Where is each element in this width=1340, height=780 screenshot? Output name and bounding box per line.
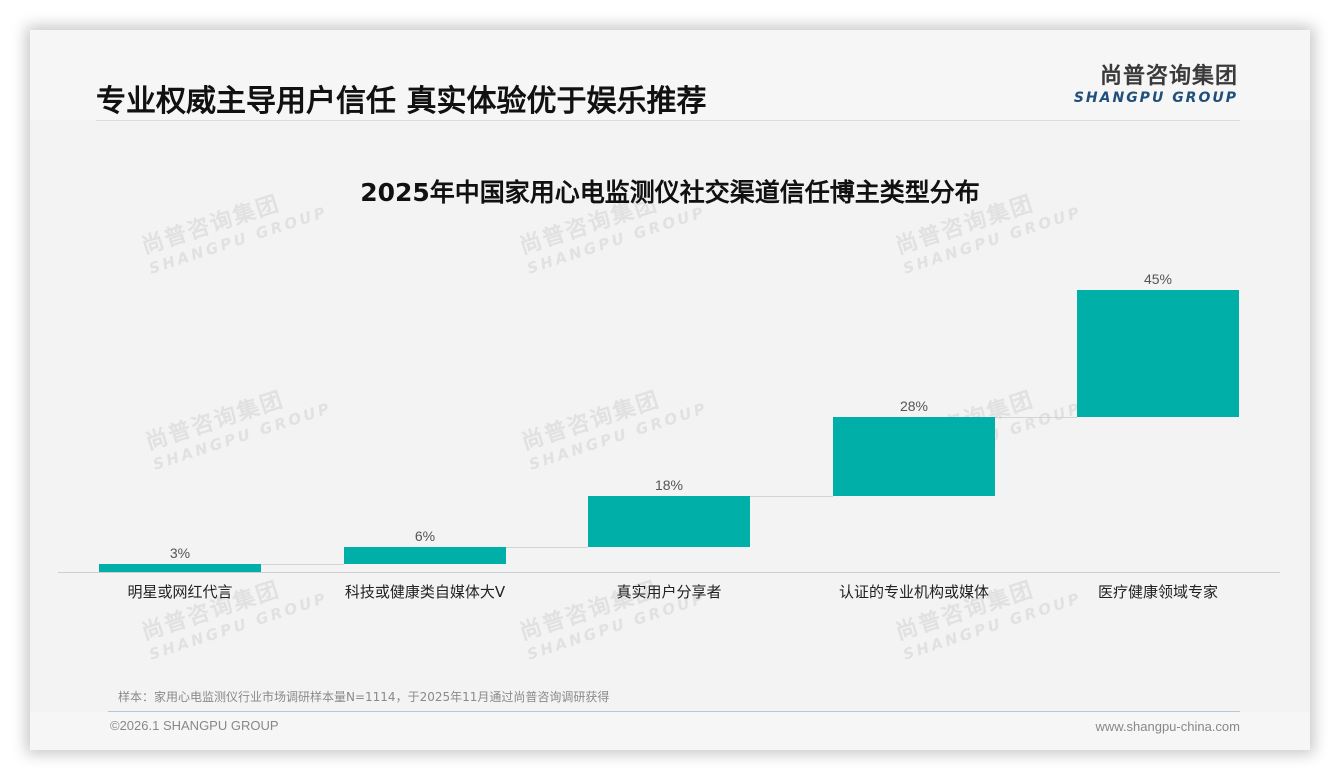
chart-title: 2025年中国家用心电监测仪社交渠道信任博主类型分布: [360, 178, 980, 207]
sample-note: 样本：家用心电监测仪行业市场调研样本量N=1114，于2025年11月通过尚普咨…: [118, 690, 610, 704]
connector-line: [995, 416, 1077, 418]
category-label: 医疗健康领域专家: [1097, 583, 1218, 601]
connector-line: [506, 546, 588, 548]
website-link: www.shangpu-china.com: [1095, 719, 1240, 734]
category-label: 明星或网红代言: [127, 583, 233, 601]
bar: [588, 495, 750, 547]
bar: [344, 546, 506, 564]
bar-value-label: 28%: [899, 397, 929, 414]
bar-value-label: 3%: [169, 544, 191, 561]
bar-value-label: 45%: [1143, 271, 1173, 287]
category-label: 真实用户分享者: [616, 583, 722, 601]
footer-band: [30, 712, 1310, 750]
logo-english: SHANGPU GROUP: [1073, 90, 1238, 106]
connector-line: [750, 495, 833, 497]
title-divider: [96, 120, 1240, 121]
bar: [833, 416, 995, 496]
bar: [1077, 290, 1239, 417]
copyright: ©2026.1 SHANGPU GROUP: [110, 718, 279, 733]
category-label: 认证的专业机构或媒体: [838, 583, 989, 601]
footer-divider: [108, 711, 1240, 712]
header-band: [30, 30, 1310, 120]
bar: [99, 563, 261, 572]
logo-chinese: 尚普咨询集团: [1099, 64, 1238, 89]
company-logo: 尚普咨询集团 SHANGPU GROUP: [1074, 64, 1238, 106]
bar-value-label: 6%: [414, 527, 436, 544]
waterfall-chart: 3% 明星或网红代言 6% 科技或健康类自媒体大V 18% 真实用户分享者 28% 认证的专业…: [30, 30, 1310, 750]
bar-value-label: 18%: [654, 476, 684, 493]
slide: 专业权威主导用户信任 真实体验优于娱乐推荐 尚普咨询集团 SHANGPU GRO…: [30, 30, 1310, 750]
category-label: 科技或健康类自媒体大V: [344, 583, 506, 601]
page-title: 专业权威主导用户信任 真实体验优于娱乐推荐: [96, 84, 707, 119]
x-axis: [58, 572, 1280, 573]
connector-line: [261, 563, 344, 565]
